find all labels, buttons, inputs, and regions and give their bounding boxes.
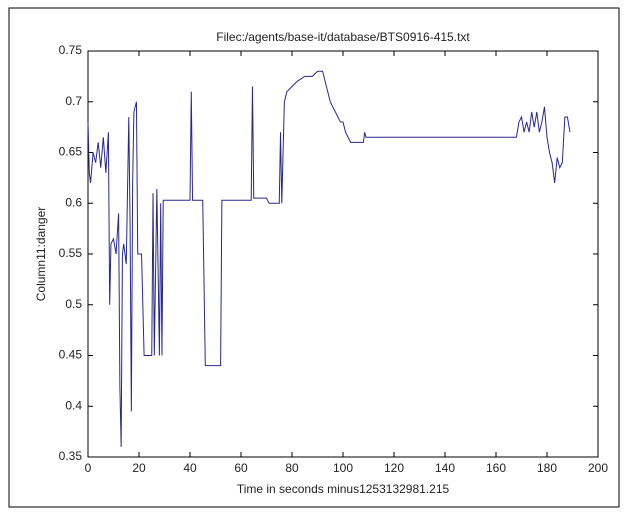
x-tick-label: 40 bbox=[183, 461, 197, 475]
x-tick-label: 180 bbox=[537, 461, 557, 475]
plot-area bbox=[87, 50, 599, 458]
x-tick-label: 200 bbox=[588, 461, 608, 475]
y-tick-label: 0.55 bbox=[59, 246, 83, 260]
x-tick-label: 160 bbox=[486, 461, 506, 475]
x-axis-label: Time in seconds minus1253132981.215 bbox=[237, 482, 450, 496]
x-tick-label: 80 bbox=[285, 461, 299, 475]
y-tick-label: 0.4 bbox=[65, 398, 82, 412]
x-tick-label: 0 bbox=[85, 461, 92, 475]
y-axis-label: Column11:danger bbox=[34, 207, 48, 302]
data-line bbox=[87, 70, 571, 447]
y-tick-label: 0.75 bbox=[59, 43, 83, 57]
y-tick-label: 0.45 bbox=[59, 348, 83, 362]
y-tick-label: 0.5 bbox=[65, 297, 82, 311]
y-tick-label: 0.65 bbox=[59, 145, 83, 159]
x-tick-label: 120 bbox=[384, 461, 404, 475]
y-tick-label: 0.6 bbox=[65, 195, 82, 209]
y-tick-label: 0.7 bbox=[65, 94, 82, 108]
x-tick-label: 20 bbox=[132, 461, 146, 475]
chart-title: Filec:/agents/base-it/database/BTS0916-4… bbox=[216, 30, 470, 44]
x-tick-label: 60 bbox=[234, 461, 248, 475]
x-tick-label: 140 bbox=[435, 461, 455, 475]
y-tick-label: 0.35 bbox=[59, 449, 83, 463]
x-tick-label: 100 bbox=[333, 461, 353, 475]
